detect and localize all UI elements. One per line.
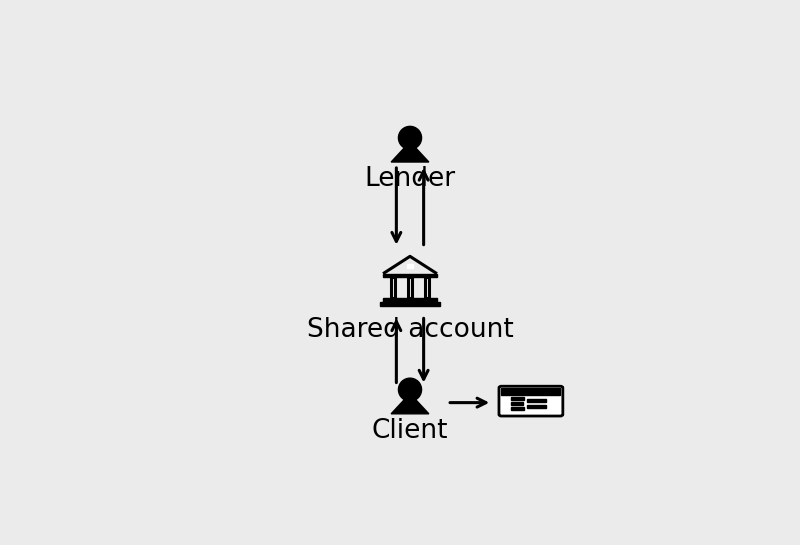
Text: Lender: Lender [365, 166, 455, 192]
Bar [391, 277, 395, 298]
FancyBboxPatch shape [499, 386, 563, 416]
Text: Shared account: Shared account [306, 317, 514, 343]
Bar [383, 274, 437, 277]
Bar [526, 399, 546, 402]
Ellipse shape [398, 378, 422, 401]
Bar [408, 277, 412, 298]
Bar [511, 397, 525, 401]
Polygon shape [404, 399, 416, 403]
Bar [511, 407, 525, 410]
Bar [511, 402, 522, 405]
PathPatch shape [391, 148, 429, 162]
Bar [425, 277, 429, 298]
Bar [406, 264, 414, 268]
Bar [502, 388, 560, 395]
Bar [383, 298, 437, 302]
Bar [526, 405, 546, 408]
Polygon shape [404, 148, 416, 152]
Ellipse shape [398, 126, 422, 149]
Bar [380, 302, 440, 306]
Text: Client: Client [372, 417, 448, 444]
PathPatch shape [391, 399, 429, 414]
